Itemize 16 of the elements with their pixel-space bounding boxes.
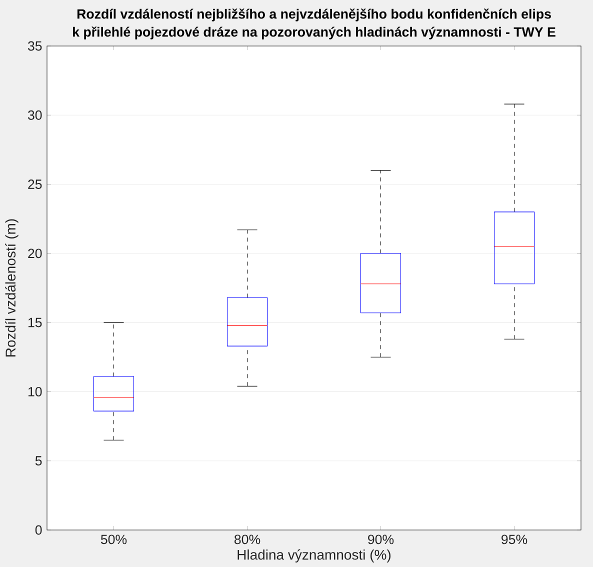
x-axis-title: Hladina významnosti (%) — [238, 549, 390, 563]
chart-title: Rozdíl vzdáleností nejbližšího a nejvzdálenějšího bodu konfidenčních elips — [77, 8, 551, 22]
y-tick-label: 35 — [28, 41, 42, 51]
y-tick-label: 0 — [35, 525, 42, 535]
chart-subtitle: k přilehlé pojezdové dráze na pozorovaných hladinách významnosti - TWY E — [73, 26, 556, 40]
x-tick-label: 90% — [368, 534, 394, 544]
x-tick-label: 95% — [502, 534, 528, 544]
y-tick-label: 5 — [35, 456, 42, 466]
y-tick-label: 30 — [28, 110, 42, 120]
y-tick-label: 25 — [28, 180, 42, 189]
x-tick-label: 50% — [100, 534, 127, 544]
y-axis-title: Rozdíl vzdáleností (m) — [5, 219, 18, 356]
y-tick-label: 10 — [28, 386, 42, 396]
x-tick-label: 80% — [234, 534, 260, 544]
y-tick-label: 15 — [28, 318, 42, 328]
y-tick-label: 20 — [28, 248, 42, 258]
